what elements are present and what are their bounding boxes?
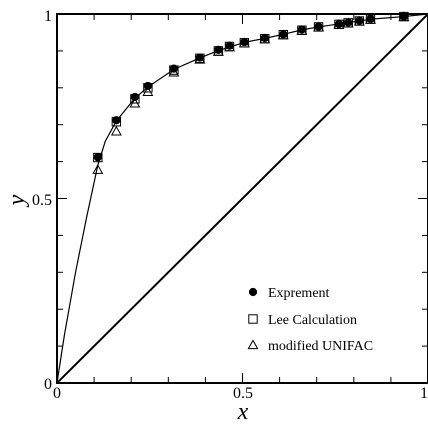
legend-label-modified-unifac: modified UNIFAC bbox=[268, 339, 373, 354]
point-modified-unifac-2 bbox=[129, 97, 141, 108]
x-tick-label-0: 0 bbox=[53, 385, 61, 402]
axes-layer bbox=[56, 13, 428, 384]
point-modified-unifac-0 bbox=[92, 164, 104, 174]
point-modified-unifac-14 bbox=[342, 17, 354, 28]
point-lee-calculation-2 bbox=[130, 94, 140, 104]
legend bbox=[247, 287, 259, 350]
point-modified-unifac-7 bbox=[224, 41, 235, 52]
legend-marker-lee-calculation bbox=[248, 314, 258, 324]
point-modified-unifac-3 bbox=[142, 86, 154, 97]
point-exprement-2 bbox=[130, 92, 140, 102]
point-modified-unifac-13 bbox=[333, 19, 345, 29]
y-tick-label-0: 0 bbox=[44, 376, 52, 393]
legend-marker-exprement bbox=[248, 287, 258, 297]
y-tick-label-1: 1 bbox=[44, 8, 52, 25]
x-axis-label: x bbox=[237, 399, 249, 424]
point-lee-calculation-4 bbox=[169, 65, 179, 75]
y-axis-label: y bbox=[4, 194, 30, 207]
point-lee-calculation-3 bbox=[143, 83, 153, 93]
diagonal-line bbox=[56, 13, 428, 384]
point-exprement-1 bbox=[112, 116, 121, 125]
y-tick-label-0.5: 0.5 bbox=[32, 192, 52, 209]
point-modified-unifac-1 bbox=[110, 125, 122, 136]
point-modified-unifac-10 bbox=[277, 29, 289, 40]
point-modified-unifac-15 bbox=[353, 15, 365, 26]
point-exprement-0 bbox=[93, 153, 102, 162]
point-lee-calculation-0 bbox=[93, 152, 103, 163]
point-modified-unifac-16 bbox=[365, 13, 376, 24]
point-modified-unifac-12 bbox=[313, 21, 325, 32]
point-modified-unifac-17 bbox=[398, 11, 410, 22]
plot-layer bbox=[56, 11, 428, 384]
point-modified-unifac-11 bbox=[296, 24, 308, 35]
point-modified-unifac-9 bbox=[259, 33, 271, 44]
point-modified-unifac-5 bbox=[194, 53, 206, 64]
point-modified-unifac-4 bbox=[168, 66, 180, 77]
legend-label-lee-calculation: Lee Calculation bbox=[268, 313, 357, 328]
legend-marker-modified-unifac bbox=[247, 339, 259, 350]
point-modified-unifac-6 bbox=[212, 46, 224, 56]
point-exprement-3 bbox=[143, 81, 152, 91]
point-modified-unifac-8 bbox=[238, 37, 250, 48]
legend-label-exprement: Exprement bbox=[268, 286, 330, 301]
x-tick-label-0.5: 0.5 bbox=[233, 385, 253, 402]
x-tick-label-1: 1 bbox=[420, 385, 428, 402]
